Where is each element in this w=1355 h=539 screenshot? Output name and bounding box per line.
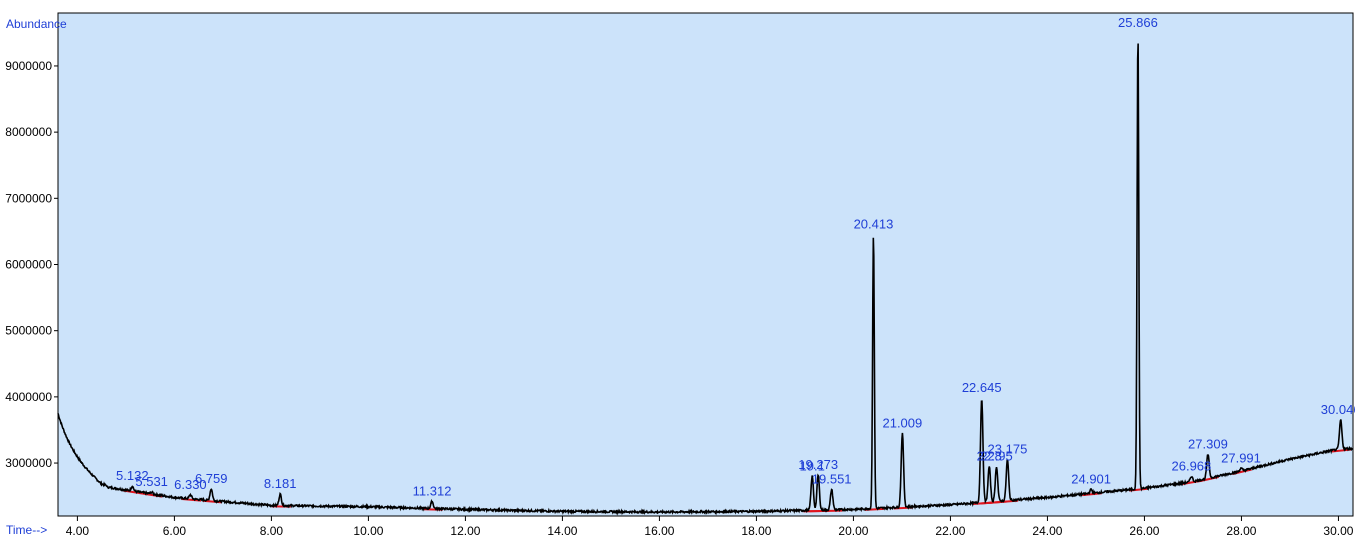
peak-label: 19.551 [812, 472, 852, 487]
x-tick-label: 28.00 [1226, 524, 1256, 538]
peak-label: 8.181 [264, 476, 297, 491]
peak-label: 30.046 [1321, 402, 1355, 417]
x-tick-label: 12.00 [450, 524, 480, 538]
peak-label: 25.866 [1118, 15, 1158, 30]
x-axis-title: Time--> [6, 523, 47, 537]
x-tick-label: 20.00 [838, 524, 868, 538]
peak-label: 19.1 [800, 458, 825, 473]
x-tick-label: 10.00 [353, 524, 383, 538]
x-tick-label: 18.00 [741, 524, 771, 538]
peak-label: 5.531 [135, 474, 168, 489]
x-tick-label: 6.00 [163, 524, 187, 538]
peak-label: 24.901 [1071, 472, 1111, 487]
x-tick-label: 22.00 [935, 524, 965, 538]
peak-label: 26.968 [1172, 458, 1212, 473]
y-tick-label: 8000000 [5, 125, 52, 139]
x-tick-label: 30.00 [1323, 524, 1353, 538]
peak-label: 22.645 [962, 380, 1002, 395]
y-tick-label: 3000000 [5, 456, 52, 470]
x-tick-label: 8.00 [260, 524, 284, 538]
peak-label: 11.312 [413, 483, 452, 498]
y-tick-label: 7000000 [5, 191, 52, 205]
plot-area [57, 12, 1354, 517]
peak-label: 27.309 [1188, 436, 1228, 451]
x-tick-label: 16.00 [644, 524, 674, 538]
peak-label: 20.413 [854, 217, 894, 232]
peak-label: 23.175 [988, 442, 1028, 457]
peak-label: 19.273 [798, 457, 838, 472]
y-axis-title: Abundance [6, 17, 67, 31]
peak-label: 6.759 [195, 471, 228, 486]
x-tick-label: 24.00 [1032, 524, 1062, 538]
x-tick-label: 14.00 [547, 524, 577, 538]
peak-label: 5.132 [116, 468, 149, 483]
peak-label: 22.95 [980, 448, 1013, 463]
chromatogram-trace [57, 43, 1354, 516]
y-tick-label: 4000000 [5, 390, 52, 404]
y-tick-label: 9000000 [5, 59, 52, 73]
x-tick-label: 26.00 [1129, 524, 1159, 538]
peak-label: 6.330 [174, 477, 207, 492]
y-tick-label: 5000000 [5, 324, 52, 338]
x-axis: 4.00 6.00 8.00 10.00 12.00 14.00 16.00 18.00 20.… [66, 516, 1354, 538]
x-tick-label: 4.00 [66, 524, 90, 538]
trace-layer [57, 43, 1354, 516]
y-axis: 3000000 4000000 5000000 6000000 7000000 80000… [5, 59, 58, 470]
y-tick-label: 6000000 [5, 258, 52, 272]
peak-label: 22.8 [977, 448, 1002, 463]
peak-label: 21.009 [882, 415, 922, 430]
peak-label: 27.991 [1221, 450, 1261, 465]
